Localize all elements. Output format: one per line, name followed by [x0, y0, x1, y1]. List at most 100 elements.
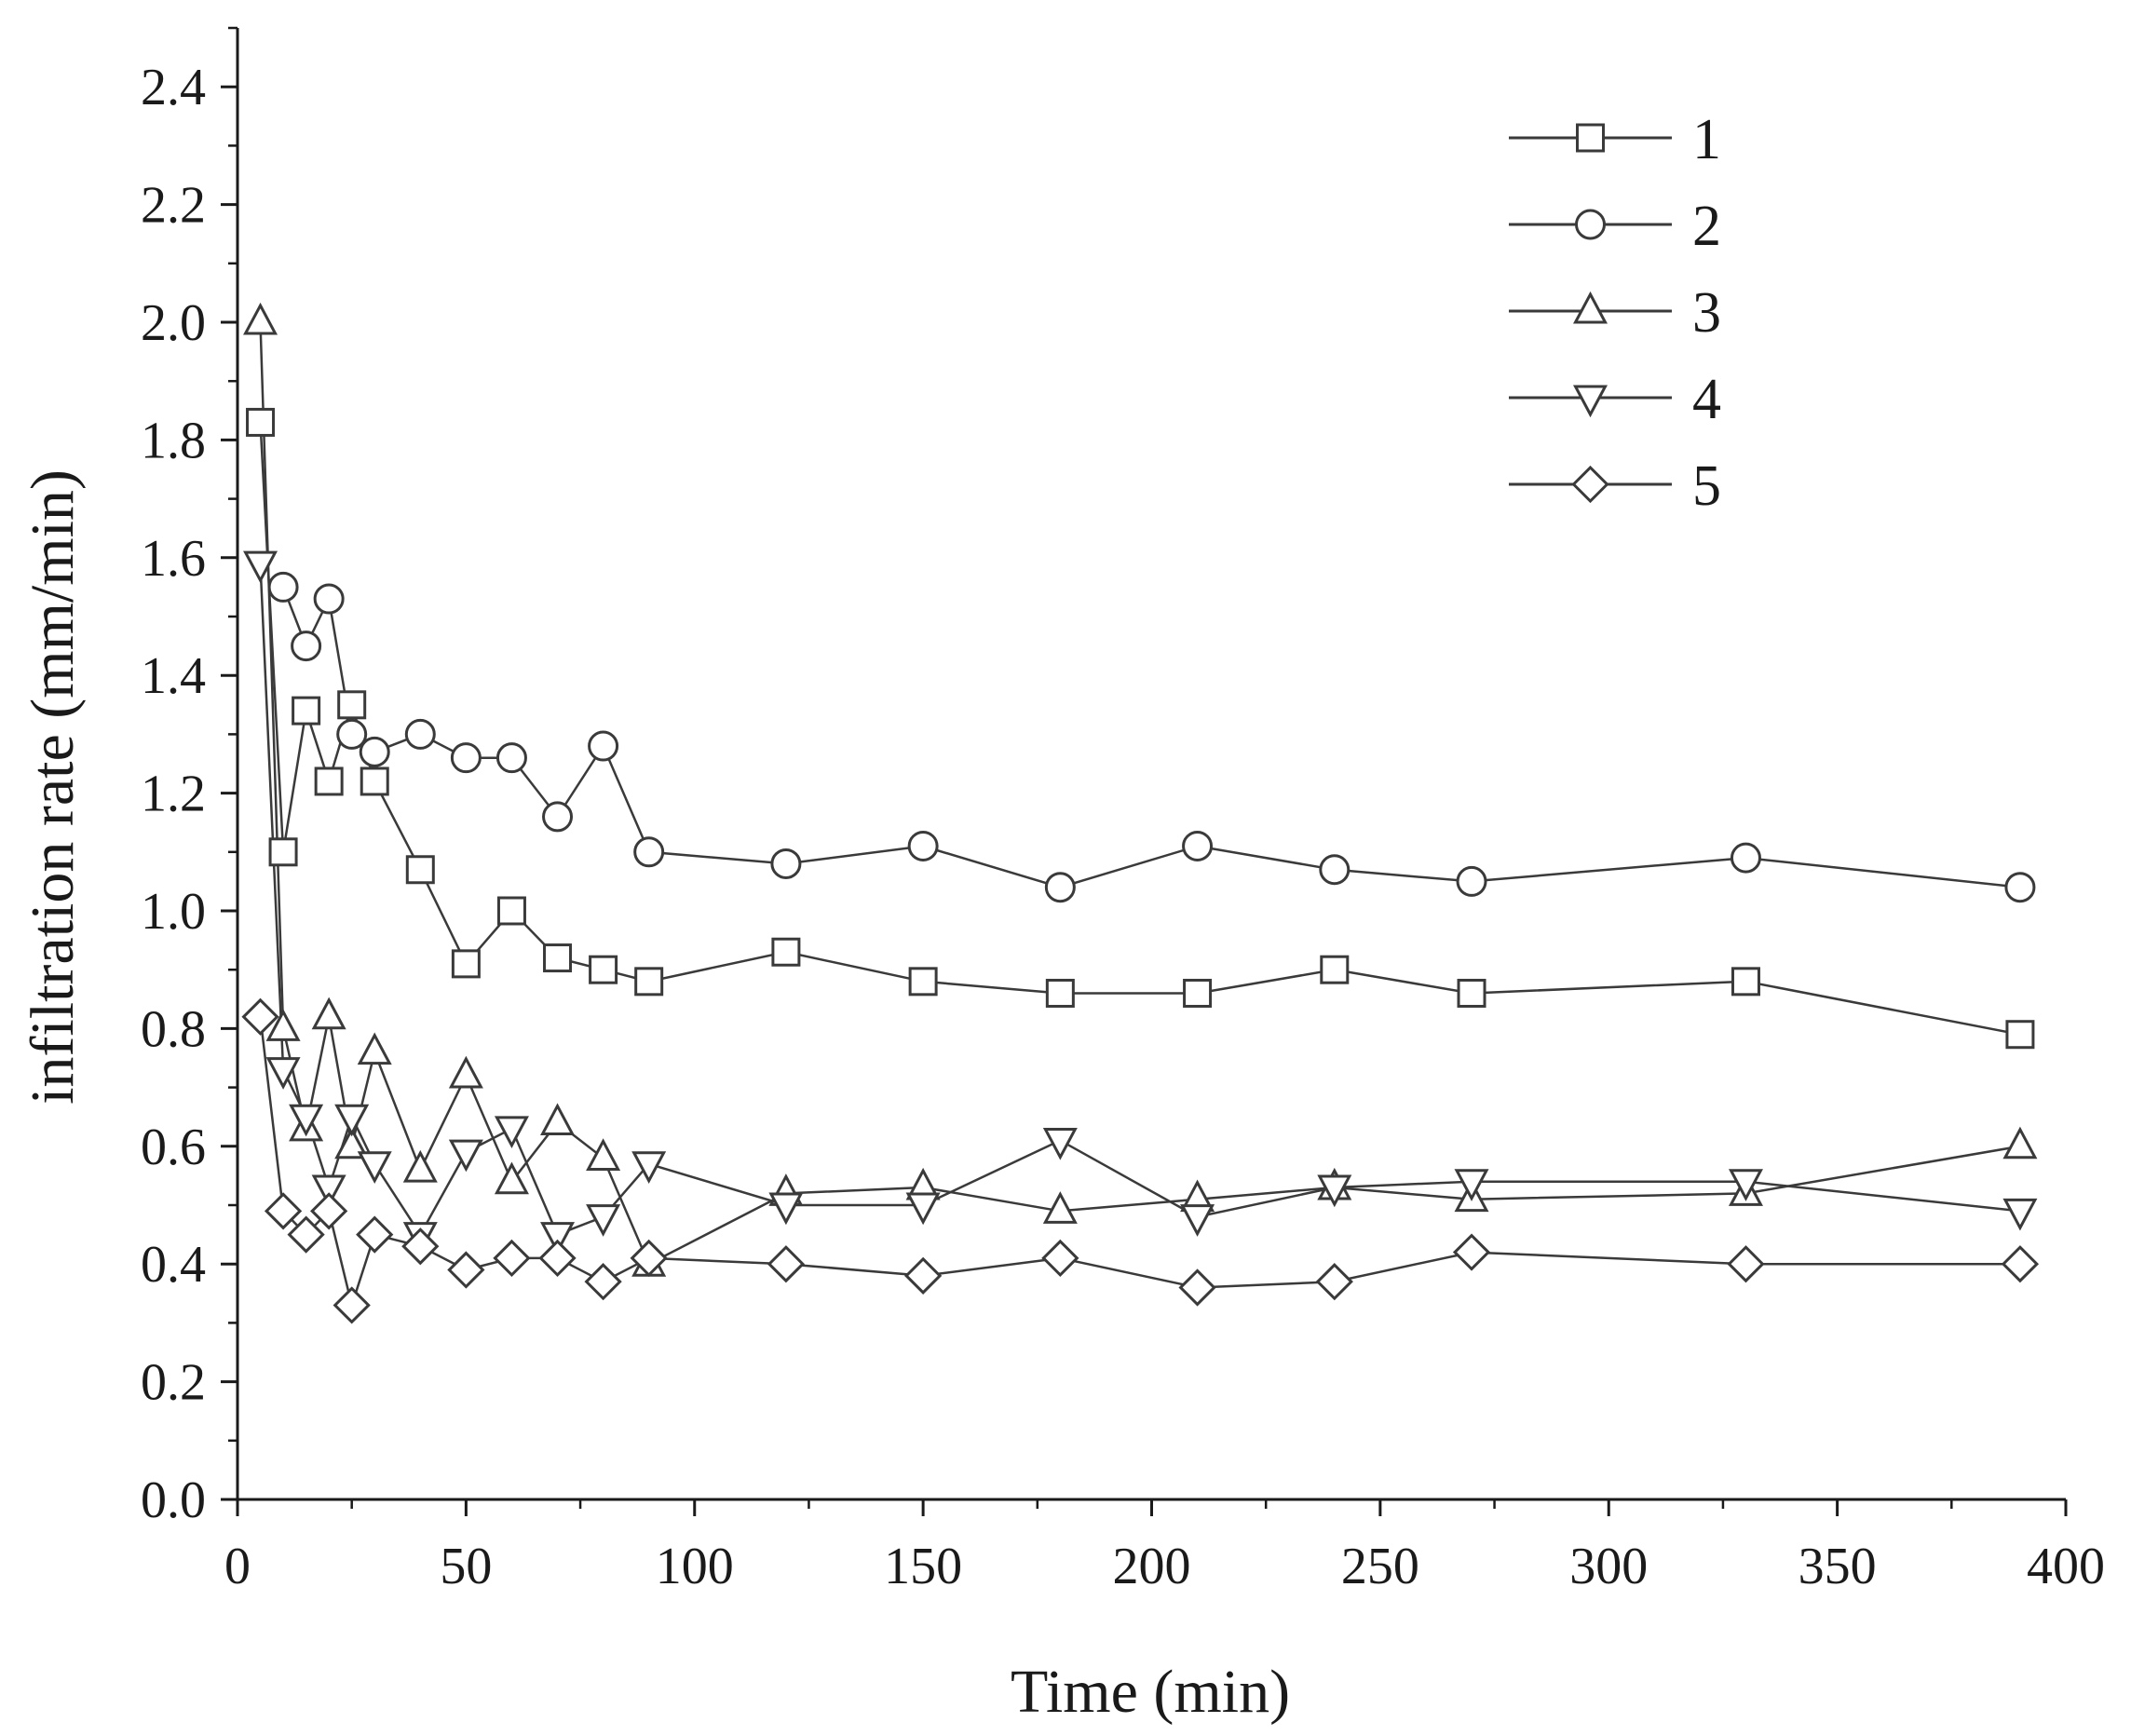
series-1-point — [405, 855, 435, 885]
series-4-point — [1042, 1127, 1078, 1160]
series-1-point — [1731, 967, 1760, 997]
series-1-point — [771, 937, 801, 967]
series-1-point — [634, 967, 664, 997]
series-2-point — [359, 736, 390, 767]
y-tick-label: 0.6 — [141, 1119, 206, 1176]
y-tick-label: 0.8 — [141, 1000, 206, 1058]
series-2-point — [1730, 842, 1761, 874]
series-5-point — [1178, 1268, 1216, 1307]
series-1-point — [360, 766, 389, 796]
y-tick-label: 1.6 — [141, 530, 206, 588]
series-4-point — [334, 1104, 370, 1137]
series-3-point — [586, 1138, 621, 1171]
legend-label: 2 — [1692, 195, 1721, 258]
series-4-point — [2002, 1198, 2038, 1231]
legend-label: 1 — [1692, 108, 1721, 171]
x-tick-label: 100 — [656, 1538, 734, 1595]
series-3-point — [265, 1009, 301, 1041]
series-3-point — [402, 1149, 438, 1183]
legend-label: 5 — [1692, 454, 1721, 518]
series-2-markers — [267, 571, 2036, 903]
series-4-point — [1454, 1169, 1489, 1201]
series-5-line — [259, 1016, 2020, 1309]
series-5-point — [1041, 1239, 1079, 1278]
x-tick-label: 250 — [1341, 1538, 1419, 1595]
series-2-point — [404, 718, 436, 750]
legend-marker — [1575, 209, 1606, 240]
series-5-point — [333, 1286, 371, 1324]
legend-item-4: 4 — [1509, 368, 1721, 431]
plot-area — [241, 302, 2040, 1324]
series-2-point — [267, 571, 299, 603]
series-5-point — [310, 1192, 348, 1230]
series-1-point — [1183, 978, 1213, 1008]
x-tick-label: 150 — [884, 1538, 962, 1595]
series-5-point — [538, 1239, 577, 1278]
series-2-point — [1456, 865, 1487, 897]
series-2-point — [291, 631, 322, 662]
x-tick-label: 200 — [1113, 1538, 1191, 1595]
series-4-point — [540, 1222, 576, 1255]
y-tick-label: 1.4 — [141, 647, 206, 705]
series-2 — [281, 586, 2021, 889]
series-2-point — [313, 583, 345, 615]
series-1-point — [2005, 1020, 2035, 1050]
legend: 1 2 3 4 5 — [1509, 108, 1721, 518]
y-tick-label: 1.0 — [141, 883, 206, 941]
legend-marker — [1573, 385, 1608, 418]
legend-label: 4 — [1692, 368, 1721, 431]
series-3-line — [259, 321, 2021, 1266]
series-3-point — [311, 997, 346, 1030]
legend-marker — [1576, 123, 1605, 153]
series-4-point — [631, 1151, 667, 1184]
series-3-point — [243, 302, 278, 335]
series-2-point — [1319, 854, 1351, 886]
series-4-point — [768, 1192, 804, 1226]
series-1 — [259, 422, 2021, 1036]
legend-marker — [1571, 465, 1609, 504]
series-1-point — [543, 943, 573, 973]
series-2-point — [907, 830, 939, 861]
series-4-point — [1728, 1169, 1763, 1201]
legend-marker — [1573, 291, 1608, 324]
series-2-point — [495, 742, 527, 774]
series-1-markers — [246, 407, 2035, 1050]
y-tick-label: 2.2 — [141, 177, 206, 235]
series-5-point — [630, 1239, 668, 1278]
legend-item-2: 2 — [1509, 195, 1721, 258]
y-axis-title: infiltration rate (mm/min) — [19, 469, 87, 1105]
series-1-point — [246, 407, 276, 437]
series-2-point — [633, 836, 665, 868]
series-5-point — [447, 1251, 485, 1289]
series-2-point — [1182, 830, 1214, 861]
series-4-point — [448, 1139, 483, 1173]
y-tick-label: 0.0 — [141, 1472, 206, 1529]
series-4-point — [1317, 1174, 1352, 1208]
series-2-line — [281, 586, 2021, 889]
x-tick-label: 350 — [1798, 1538, 1877, 1595]
series-3-point — [2002, 1126, 2038, 1160]
series-4-point — [586, 1204, 621, 1237]
series-4-point — [1180, 1204, 1215, 1237]
legend-item-5: 5 — [1509, 454, 1721, 518]
series-3-point — [1042, 1191, 1078, 1224]
series-3-point — [334, 1126, 370, 1160]
series-1-point — [496, 896, 526, 926]
series-3-point — [540, 1103, 576, 1136]
series-3 — [259, 321, 2021, 1266]
series-1-point — [1045, 978, 1075, 1008]
series-5-point — [1727, 1245, 1765, 1283]
series-2-point — [770, 848, 802, 879]
series-3-point — [357, 1032, 392, 1065]
legend-item-3: 3 — [1509, 281, 1721, 345]
series-5-point — [584, 1263, 622, 1301]
series-5-point — [767, 1245, 806, 1283]
series-1-point — [908, 967, 938, 997]
series-4-point — [289, 1104, 324, 1137]
y-tick-label: 0.2 — [141, 1354, 206, 1412]
y-tick-label: 2.0 — [141, 294, 206, 352]
series-1-point — [268, 837, 298, 867]
series-1-point — [1457, 978, 1486, 1008]
x-axis-title: Time (min) — [1011, 1658, 1290, 1726]
